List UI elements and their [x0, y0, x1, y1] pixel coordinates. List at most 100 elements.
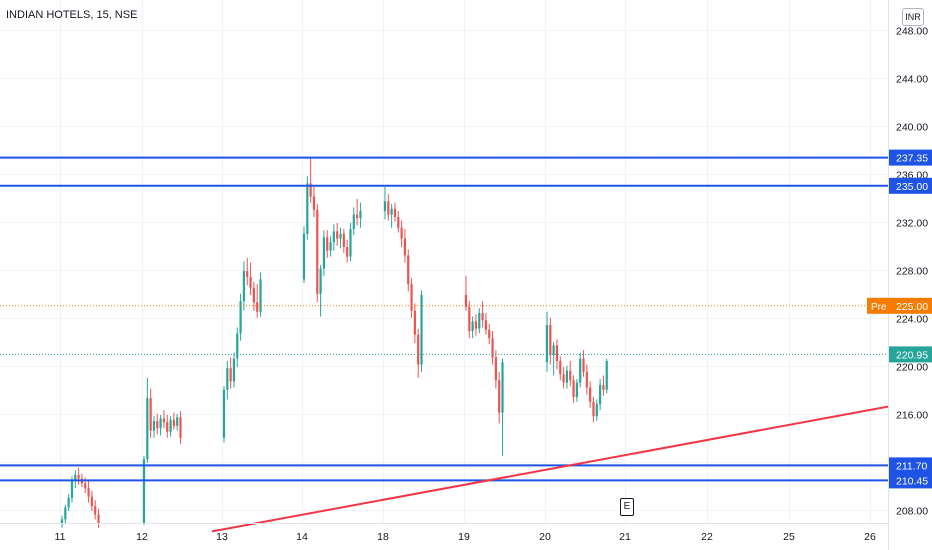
- y-tick-label: 216.00: [896, 410, 928, 422]
- candle: [464, 275, 468, 311]
- candle: [491, 331, 494, 365]
- price-axis-tags: 237.35 235.00 211.70 210.45 220.95 Pre 225.00: [867, 149, 932, 489]
- candle: [356, 199, 359, 226]
- svg-text:235.00: 235.00: [896, 181, 928, 193]
- candle: [474, 314, 478, 336]
- y-tick-label: 228.00: [896, 266, 928, 278]
- last-price-tag: 220.95: [889, 346, 932, 363]
- candle: [501, 358, 504, 456]
- candle: [403, 229, 407, 263]
- candle: [549, 317, 552, 365]
- candle: [149, 388, 152, 438]
- candle: [87, 481, 90, 503]
- candlestick-series: [60, 157, 608, 528]
- candle: [336, 223, 339, 246]
- earnings-marker[interactable]: E: [620, 498, 634, 516]
- level-price-tag: 235.00: [889, 177, 932, 194]
- currency-button[interactable]: INR: [902, 8, 924, 26]
- candle: [359, 202, 362, 228]
- candle: [569, 361, 572, 387]
- candle: [176, 413, 179, 431]
- candle: [420, 290, 423, 372]
- candle: [94, 500, 97, 520]
- candle: [222, 386, 226, 443]
- chart-grid: [0, 0, 888, 523]
- svg-text:225.00: 225.00: [896, 301, 928, 313]
- candle: [484, 313, 488, 335]
- candle: [242, 261, 246, 311]
- x-tick-label: 13: [216, 531, 228, 543]
- candle: [592, 397, 595, 423]
- candle: [565, 365, 569, 389]
- y-tick-label: 240.00: [896, 122, 928, 134]
- candle: [599, 379, 602, 411]
- y-tick-label: 208.00: [896, 506, 928, 518]
- svg-text:220.95: 220.95: [896, 349, 928, 361]
- candle: [410, 278, 413, 318]
- x-tick-label: 25: [783, 531, 795, 543]
- candle: [595, 399, 598, 421]
- candle: [579, 352, 582, 388]
- candle: [159, 415, 162, 436]
- candle: [74, 470, 77, 489]
- candle: [352, 207, 355, 235]
- candle: [562, 367, 565, 389]
- candle: [400, 220, 403, 247]
- y-tick-label: 248.00: [896, 26, 928, 38]
- x-tick-label: 12: [136, 531, 148, 543]
- candle: [478, 308, 481, 334]
- candle: [166, 415, 169, 438]
- y-tick-label: 224.00: [896, 314, 928, 326]
- candle: [468, 301, 471, 339]
- svg-text:Pre: Pre: [871, 302, 887, 313]
- candle: [339, 227, 342, 249]
- y-tick-label: 232.00: [896, 218, 928, 230]
- candle: [172, 412, 175, 430]
- candle: [226, 361, 229, 400]
- candle: [332, 224, 335, 251]
- level-price-tag: 210.45: [889, 472, 932, 489]
- candle: [256, 284, 259, 318]
- candle: [605, 358, 608, 394]
- candle: [162, 410, 166, 429]
- candle: [326, 230, 329, 258]
- candle: [390, 203, 393, 228]
- level-price-tag: 211.70: [889, 457, 932, 474]
- y-tick-label: 220.00: [896, 362, 928, 374]
- x-tick-label: 21: [619, 531, 631, 543]
- candle: [582, 350, 585, 377]
- candle: [393, 202, 397, 222]
- candle: [488, 323, 491, 345]
- candle: [316, 203, 319, 303]
- candle: [246, 257, 249, 286]
- candle: [146, 377, 149, 463]
- candle: [152, 416, 156, 438]
- y-tick-label: 244.00: [896, 74, 928, 86]
- candle: [575, 379, 578, 402]
- candle: [559, 356, 562, 381]
- candle: [545, 311, 549, 372]
- candle: [572, 375, 575, 403]
- candle: [60, 515, 64, 528]
- trend-line[interactable]: [211, 405, 889, 533]
- candle: [319, 265, 322, 317]
- candle: [77, 467, 80, 485]
- candle: [232, 352, 236, 388]
- drawing-lines[interactable]: [0, 156, 889, 533]
- time-axis[interactable]: 11 12 13 14 18 19 20 21 22 25 26: [55, 531, 876, 543]
- x-tick-label: 22: [701, 531, 713, 543]
- candle: [312, 187, 316, 217]
- candle: [407, 249, 410, 292]
- candle: [589, 381, 592, 408]
- candle: [481, 301, 484, 328]
- candle: [397, 211, 400, 233]
- candle: [249, 262, 252, 295]
- svg-text:237.35: 237.35: [896, 153, 928, 165]
- price-axis[interactable]: 208.00212.00216.00220.00224.00228.00232.…: [896, 26, 928, 518]
- x-tick-label: 19: [458, 531, 470, 543]
- candle: [156, 413, 159, 435]
- candle: [555, 339, 559, 370]
- x-tick-label: 20: [539, 531, 551, 543]
- candle: [97, 508, 100, 528]
